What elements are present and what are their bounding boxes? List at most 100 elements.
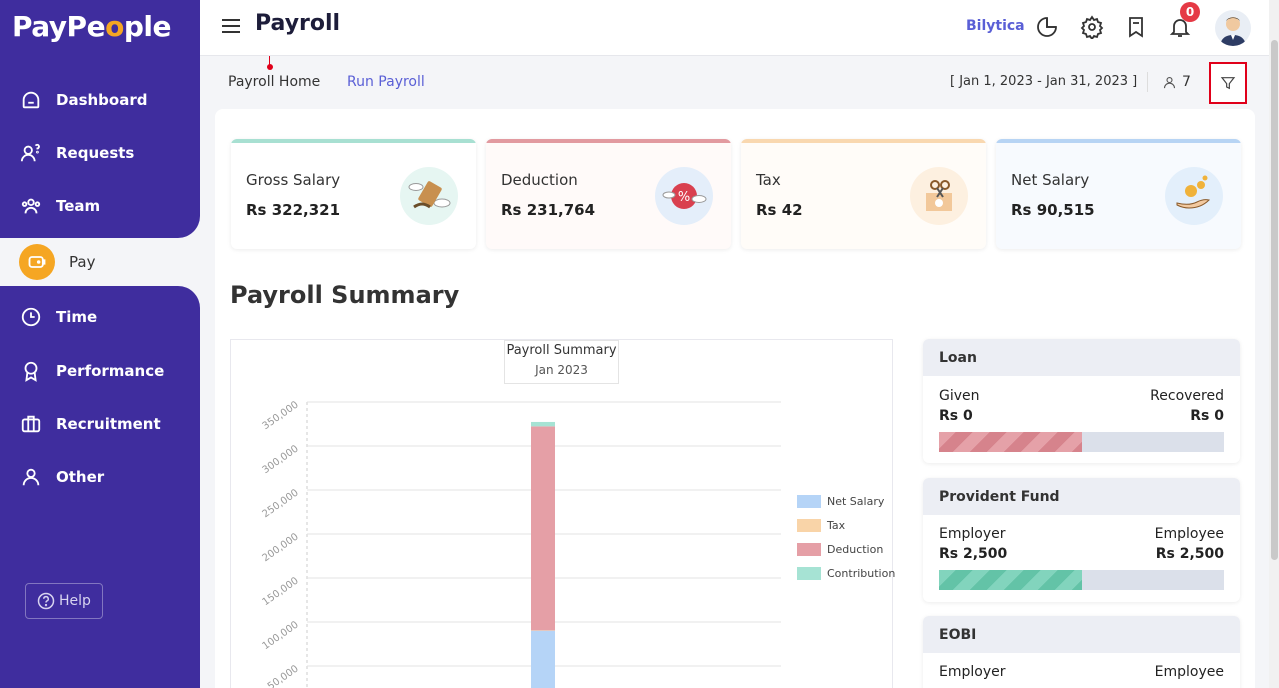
help-label: Help [59, 593, 91, 609]
loan-recovered-label: Recovered [1150, 388, 1224, 404]
card-accent [231, 139, 476, 143]
filter-button[interactable] [1209, 62, 1247, 104]
coins-hand-icon [1165, 167, 1223, 225]
legend-swatch [797, 519, 821, 532]
clock-icon [21, 307, 41, 327]
chart-subtitle: Jan 2023 [535, 363, 588, 377]
pf-labels-row: Employer Employee [923, 526, 1240, 546]
eobi-panel: EOBI Employer Employee [923, 616, 1240, 688]
sidebar-item-recruitment[interactable]: Recruitment [20, 409, 161, 439]
pf-progress-bar [939, 570, 1224, 590]
active-tab-indicator [267, 64, 273, 70]
page-title: Payroll [255, 11, 341, 36]
net-salary-card[interactable]: Net Salary Rs 90,515 [996, 139, 1241, 249]
sidebar-bottom-panel [0, 286, 200, 688]
svg-text:%: % [678, 190, 690, 205]
card-label: Net Salary [1011, 171, 1090, 189]
sidebar-item-label: Team [56, 197, 101, 215]
card-accent [996, 139, 1241, 143]
sidebar-item-label: Pay [69, 253, 96, 271]
sidebar-item-time[interactable]: Time [20, 302, 97, 332]
chart-title: Payroll Summary [506, 343, 617, 358]
tab-run-payroll[interactable]: Run Payroll [347, 74, 425, 90]
sidebar-item-dashboard[interactable]: Dashboard [20, 85, 147, 115]
help-button[interactable]: Help [25, 583, 103, 619]
deduction-card[interactable]: Deduction Rs 231,764 % [486, 139, 731, 249]
menu-icon[interactable] [222, 19, 240, 37]
loan-values-row: Rs 0 Rs 0 [923, 408, 1240, 428]
bar-segment-tax [531, 630, 555, 631]
pie-chart-icon[interactable] [1035, 15, 1059, 39]
sidebar-item-team[interactable]: Team [20, 191, 100, 221]
legend-deduction[interactable]: Deduction [797, 543, 883, 556]
provident-fund-panel: Provident Fund Employer Employee Rs 2,50… [923, 478, 1240, 602]
sidebar-item-requests[interactable]: Requests [20, 138, 134, 168]
tab-payroll-home[interactable]: Payroll Home [228, 74, 321, 90]
pf-values-row: Rs 2,500 Rs 2,500 [923, 546, 1240, 566]
card-value: Rs 90,515 [1011, 201, 1095, 219]
sidebar-item-performance[interactable]: Performance [20, 356, 164, 386]
avatar[interactable] [1215, 10, 1251, 46]
user-icon [22, 468, 40, 486]
date-range[interactable]: [ Jan 1, 2023 - Jan 31, 2023 ] [950, 74, 1138, 89]
bookmark-icon[interactable] [1124, 15, 1148, 39]
sidebar-item-pay[interactable]: Pay [10, 238, 200, 286]
employee-count[interactable]: 7 [1162, 74, 1191, 90]
card-value: Rs 42 [756, 201, 803, 219]
legend-label: Net Salary [827, 495, 885, 508]
bar-segment-contribution [531, 421, 555, 427]
provident-fund-title: Provident Fund [923, 478, 1240, 515]
legend-net-salary[interactable]: Net Salary [797, 495, 884, 508]
card-accent [741, 139, 986, 143]
chart-svg: 350,000 300,000 250,000 200,000 150,000 100,0… [261, 399, 781, 688]
person-icon [1163, 76, 1176, 88]
sidebar-top-panel [0, 0, 200, 238]
legend-swatch [797, 567, 821, 580]
bell-icon[interactable] [1168, 15, 1192, 39]
card-value: Rs 231,764 [501, 201, 596, 219]
bar-segment-deduction [531, 426, 555, 631]
sidebar-item-label: Other [56, 468, 105, 486]
pf-employer-label: Employer [939, 526, 1006, 542]
payroll-summary-heading: Payroll Summary [230, 281, 460, 309]
legend-contribution[interactable]: Contribution [797, 567, 895, 580]
sidebar-item-label: Recruitment [56, 415, 161, 433]
active-tab-line [269, 56, 270, 66]
gear-icon[interactable] [1080, 15, 1104, 39]
y-tick-label: 350,000 [261, 399, 301, 432]
loan-progress-bar [939, 432, 1224, 452]
loan-recovered-value: Rs 0 [1190, 408, 1224, 424]
loan-progress-fill [939, 432, 1082, 452]
eobi-labels-row: Employer Employee [923, 664, 1240, 684]
sidebar-item-other[interactable]: Other [20, 462, 104, 492]
tax-card[interactable]: Tax Rs 42 [741, 139, 986, 249]
loan-title: Loan [923, 339, 1240, 376]
notification-badge: 0 [1180, 2, 1200, 22]
y-tick-label: 200,000 [261, 531, 301, 564]
gross-salary-card[interactable]: Gross Salary Rs 322,321 [231, 139, 476, 249]
dashboard-icon [22, 91, 40, 109]
scrollbar-thumb[interactable] [1271, 40, 1278, 560]
legend-label: Tax [827, 519, 846, 532]
chart-title-box: Payroll Summary Jan 2023 [504, 340, 619, 384]
sidebar: PayPeople Dashboard Requests Team Pay Ti… [0, 0, 200, 688]
logo[interactable]: PayPeople [12, 10, 171, 43]
eobi-title: EOBI [923, 616, 1240, 653]
discount-badge-icon: % [655, 167, 713, 225]
legend-label: Deduction [827, 543, 884, 556]
y-tick-label: 50,000 [266, 663, 301, 688]
legend-tax[interactable]: Tax [797, 519, 845, 532]
loan-given-value: Rs 0 [939, 408, 973, 424]
sidebar-item-label: Requests [56, 144, 135, 162]
loan-given-label: Given [939, 388, 980, 404]
sidebar-item-label: Dashboard [56, 91, 148, 109]
legend-label: Contribution [827, 567, 896, 580]
legend-swatch [797, 543, 821, 556]
pay-icon [19, 244, 55, 280]
y-tick-label: 100,000 [261, 619, 301, 652]
bilytica-link[interactable]: Bilytica [966, 18, 1025, 34]
sidebar-item-label: Performance [56, 362, 165, 380]
eobi-employee-label: Employee [1154, 664, 1224, 680]
payroll-summary-chart: 350,000 300,000 250,000 200,000 150,000 100,0… [230, 339, 893, 688]
employee-count-value: 7 [1182, 74, 1191, 90]
